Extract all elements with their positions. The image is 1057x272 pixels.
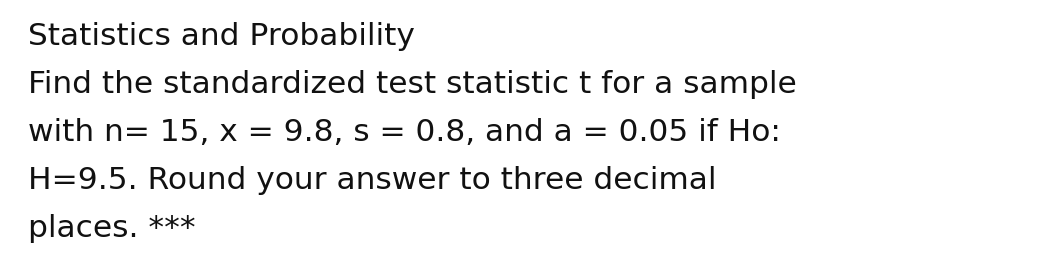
Text: H=9.5. Round your answer to three decimal: H=9.5. Round your answer to three decima…: [27, 166, 717, 195]
Text: Statistics and Probability: Statistics and Probability: [27, 22, 415, 51]
Text: places. ***: places. ***: [27, 214, 196, 243]
Text: with n= 15, x = 9.8, s = 0.8, and a = 0.05 if Ho:: with n= 15, x = 9.8, s = 0.8, and a = 0.…: [27, 118, 781, 147]
Text: Find the standardized test statistic t for a sample: Find the standardized test statistic t f…: [27, 70, 797, 99]
